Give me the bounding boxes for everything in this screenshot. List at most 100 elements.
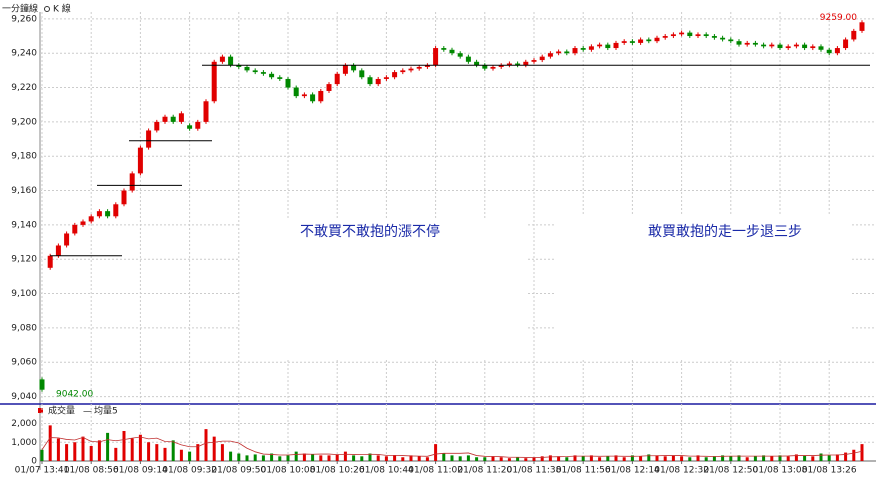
candle — [383, 77, 389, 79]
candle — [547, 53, 553, 57]
candle — [195, 121, 201, 129]
candle — [580, 48, 586, 50]
candle — [736, 41, 742, 45]
candle — [39, 379, 45, 390]
annotation: 不敢買不敢抱的漲不停 — [300, 223, 440, 240]
candle — [613, 42, 619, 49]
candle — [367, 77, 373, 85]
candle — [318, 90, 324, 102]
x-tick-label: 01/08 11:20 — [457, 466, 512, 476]
y-tick-label: 2,000 — [11, 419, 37, 429]
x-tick-label: 01/08 10:26 — [310, 466, 365, 476]
volume-bar — [409, 455, 413, 461]
candle — [523, 61, 529, 66]
volume-bar — [442, 453, 446, 461]
y-tick-label: 9,080 — [11, 323, 37, 333]
volume-bar — [130, 438, 134, 461]
volume-bar — [311, 454, 315, 461]
candle — [826, 49, 832, 54]
candle — [711, 36, 717, 38]
kline-label[interactable]: K 線 — [53, 3, 71, 15]
candle — [793, 44, 799, 47]
candle — [293, 87, 299, 97]
candle — [146, 130, 152, 148]
volume-bar — [466, 455, 470, 461]
volume-bar — [278, 456, 282, 461]
volume-bar — [360, 456, 364, 461]
volume-bar — [639, 456, 643, 461]
volume-bar — [114, 447, 118, 461]
x-tick-label: 01/08 11:38 — [507, 466, 562, 476]
volume-bar — [491, 456, 495, 461]
candle — [474, 61, 480, 66]
volume-bar — [458, 456, 462, 461]
volume-bar — [147, 442, 151, 461]
legend-dash: — — [83, 407, 92, 417]
volume-bar — [179, 449, 183, 461]
volume-bar — [188, 451, 192, 461]
candle — [752, 42, 758, 45]
candle — [408, 68, 414, 71]
x-tick-label: 01/08 09:50 — [211, 466, 266, 476]
volume-bar — [721, 455, 725, 461]
y-tick-label: 9,220 — [11, 83, 37, 93]
volume-bar — [745, 457, 749, 461]
candle — [851, 30, 857, 40]
candle — [416, 66, 422, 69]
y-tick-label: 9,180 — [11, 152, 37, 162]
volume-bar — [483, 457, 487, 461]
volume-bar — [286, 455, 290, 461]
volume-bar — [565, 457, 569, 461]
volume-bar — [803, 455, 807, 461]
high-label: 9259.00 — [820, 13, 857, 23]
x-tick-label: 01/08 09:14 — [113, 466, 168, 476]
x-tick-label: 01/08 09:32 — [162, 466, 217, 476]
volume-bar — [712, 456, 716, 461]
candle — [810, 46, 816, 49]
y-tick-label: 9,040 — [11, 392, 37, 402]
candle — [564, 51, 570, 54]
volume-bar — [753, 456, 757, 461]
candle — [818, 46, 824, 50]
volume-bar — [376, 455, 380, 461]
candle — [269, 73, 275, 78]
candle — [154, 121, 160, 131]
volume-bar — [614, 455, 618, 461]
x-tick-label: 01/08 11:02 — [408, 466, 463, 476]
y-tick-label: 9,120 — [11, 255, 37, 265]
candle — [490, 66, 496, 69]
volume-bar — [65, 444, 69, 461]
candle — [687, 32, 693, 37]
volume-bar — [507, 458, 511, 461]
candle — [170, 116, 176, 122]
volume-bar — [786, 456, 790, 461]
volume-bar — [778, 455, 782, 461]
candle — [531, 60, 537, 62]
volume-bar — [89, 446, 93, 461]
volume-ma — [41, 436, 863, 459]
candle — [498, 65, 504, 67]
volume-bar — [737, 455, 741, 461]
candle — [334, 73, 340, 85]
volume-bar — [56, 438, 60, 461]
volume-bar — [220, 444, 224, 461]
candle — [72, 224, 78, 234]
candle — [187, 125, 193, 129]
candle — [433, 48, 439, 66]
volume-bar — [762, 455, 766, 461]
candle — [105, 211, 111, 217]
x-tick-label: 01/08 12:32 — [654, 466, 709, 476]
volume-bar — [860, 444, 864, 461]
radio[interactable] — [44, 6, 50, 12]
volume-bar — [671, 455, 675, 461]
candle — [539, 56, 545, 61]
volume-bar — [835, 454, 839, 461]
x-tick-label: 01/08 13:26 — [802, 466, 857, 476]
volume-bar — [97, 440, 101, 461]
candle — [556, 51, 562, 54]
y-tick-label: 9,160 — [11, 186, 37, 196]
x-tick-label: 01/08 11:56 — [556, 466, 611, 476]
volume-bar — [335, 454, 339, 461]
candle — [342, 65, 348, 74]
candle — [802, 44, 808, 49]
